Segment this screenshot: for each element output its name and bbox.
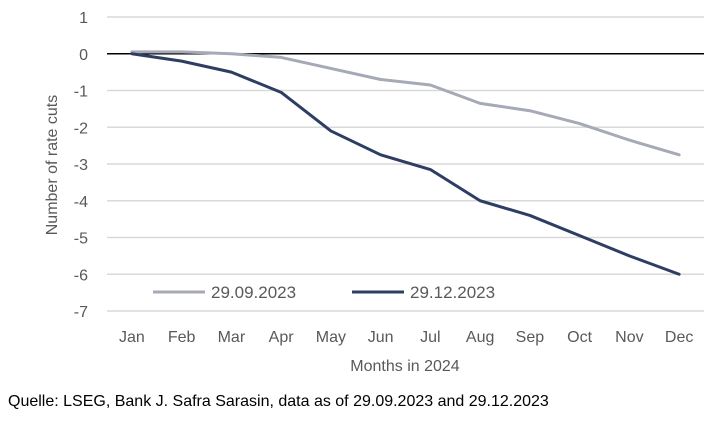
x-tick-label: Jun [368, 329, 394, 346]
series-lines [130, 50, 681, 276]
y-tick-label: -2 [74, 120, 88, 137]
x-tick-label: Apr [269, 329, 295, 346]
x-tick-label: Dec [665, 329, 693, 346]
legend-label: 29.12.2023 [410, 283, 495, 302]
y-tick-label: -6 [74, 267, 88, 284]
y-axis-ticks: 1 0 -1 -2 -3 -4 -5 -6 -7 [74, 10, 88, 321]
y-tick-label: -5 [74, 231, 88, 248]
y-tick-label: -4 [74, 194, 88, 211]
x-tick-label: Oct [567, 329, 592, 346]
x-axis-ticks: Jan Feb Mar Apr May Jun Jul Aug Sep Oct Nov Dec [119, 329, 693, 346]
y-tick-label: 0 [79, 47, 88, 64]
x-tick-label: Jan [119, 329, 145, 346]
x-tick-label: Nov [615, 329, 643, 346]
x-tick-label: Feb [168, 329, 196, 346]
y-tick-label: -7 [74, 304, 88, 321]
x-tick-label: Sep [516, 329, 545, 346]
x-axis-title: Months in 2024 [350, 358, 460, 375]
series-line-1 [130, 50, 681, 157]
source-note: Quelle: LSEG, Bank J. Safra Sarasin, dat… [8, 393, 549, 410]
y-tick-label: -3 [74, 157, 88, 174]
x-tick-label: Jul [420, 329, 440, 346]
y-axis-title: Number of rate cuts [44, 95, 61, 236]
line-chart: 1 0 -1 -2 -3 -4 -5 -6 -7 Jan Feb Mar Apr May Jun Jul Au… [44, 10, 704, 375]
gridlines [107, 16, 704, 312]
series-line-2 [130, 52, 681, 276]
x-tick-label: Mar [218, 329, 246, 346]
x-tick-label: May [316, 329, 346, 346]
y-tick-label: -1 [74, 84, 88, 101]
legend-label: 29.09.2023 [211, 283, 296, 302]
legend: 29.09.2023 29.12.2023 [153, 283, 495, 302]
y-tick-label: 1 [79, 10, 88, 27]
x-tick-label: Aug [466, 329, 494, 346]
